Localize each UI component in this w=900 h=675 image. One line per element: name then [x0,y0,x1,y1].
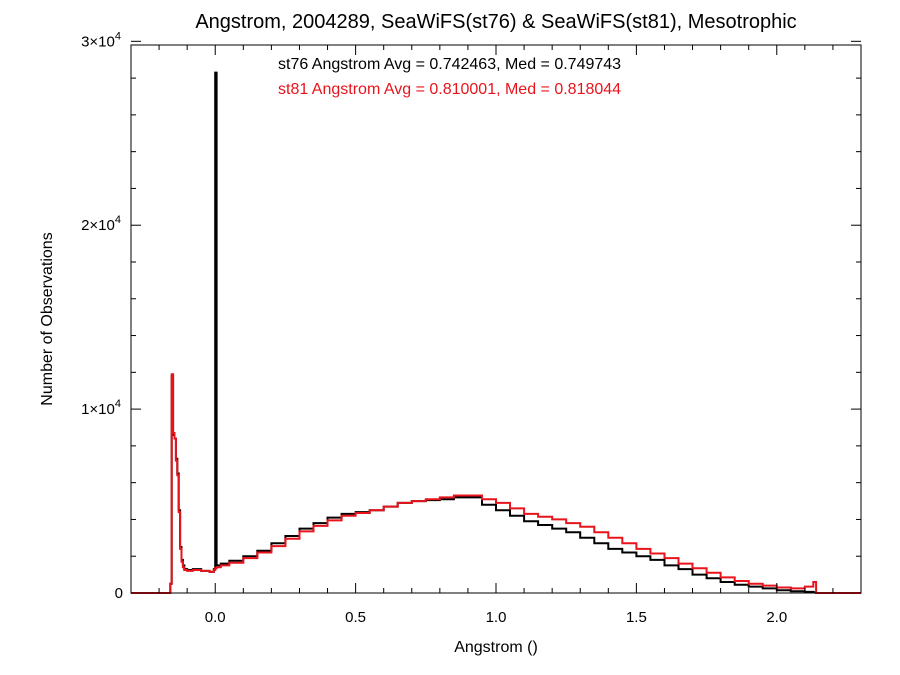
x-tick-label: 2.0 [766,609,787,626]
x-tick-label: 0.5 [345,609,366,626]
x-axis-label: Angstrom () [454,639,538,656]
x-tick-label: 1.5 [626,609,647,626]
x-tick-label: 1.0 [486,609,507,626]
tick-layer: 0.0 0.5 1.0 1.5 2.0 0 1×104 2×104 3×104 [81,30,862,626]
y-tick-label: 3×104 [81,30,121,50]
annotation-st76: st76 Angstrom Avg = 0.742463, Med = 0.74… [278,56,621,73]
series-layer [131,71,861,594]
x-tick-label: 0.0 [205,609,226,626]
annotation-st81: st81 Angstrom Avg = 0.810001, Med = 0.81… [278,81,621,98]
y-axis-label: Number of Observations [39,232,56,405]
y-tick-label: 2×104 [81,214,121,234]
chart-title: Angstrom, 2004289, SeaWiFS(st76) & SeaWi… [195,11,796,33]
series-line-st81 [131,373,861,594]
y-tick-label: 0 [115,585,123,602]
y-tick-label: 1×104 [81,398,121,418]
plot-area: 0.0 0.5 1.0 1.5 2.0 0 1×104 2×104 3×104 [81,30,862,626]
series-line-st76 [131,71,861,594]
